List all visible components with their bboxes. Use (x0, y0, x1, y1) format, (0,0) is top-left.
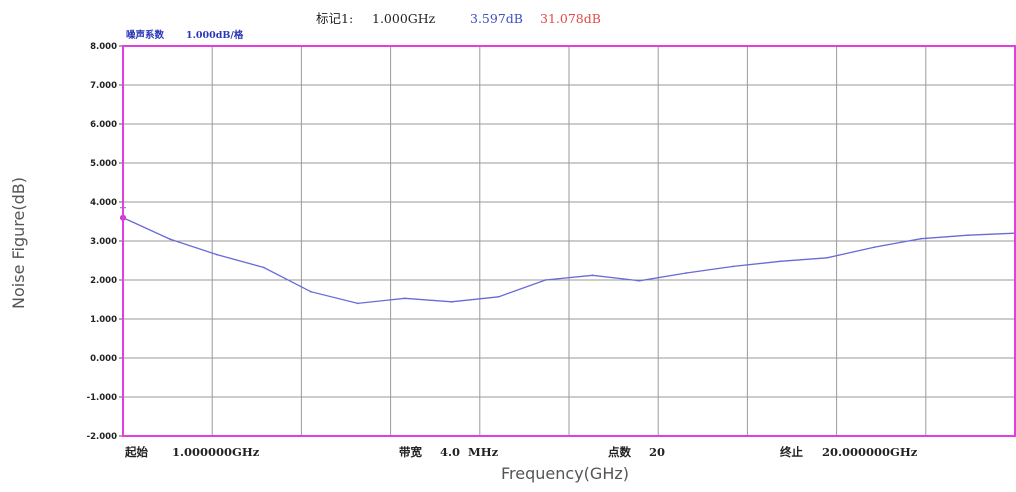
stop-value: 20.000000GHz (822, 445, 918, 459)
stop-label: 终止 (780, 445, 803, 459)
y-tick-label: 4.000 (90, 198, 117, 208)
y-tick-label: -1.000 (87, 393, 117, 403)
scale-label-value: 1.000dB/格 (186, 29, 244, 41)
trace-point (920, 238, 922, 240)
y-tick-label: 0.000 (90, 354, 117, 364)
trace-point (732, 265, 734, 267)
y-axis-title: Noise Figure(dB) (9, 177, 28, 309)
y-tick-label: 2.000 (90, 276, 117, 286)
points-label: 点数 (608, 445, 631, 459)
trace-point (967, 234, 969, 236)
trace-point (404, 297, 406, 299)
y-tick-label: 3.000 (90, 237, 117, 247)
trace-point (263, 267, 265, 269)
marker-gain: 31.078dB (540, 11, 601, 26)
trace-point (685, 272, 687, 274)
trace-point (592, 274, 594, 276)
y-tick-label: 1.000 (90, 315, 117, 325)
y-tick-label: 8.000 (90, 42, 117, 52)
trace-point (451, 301, 453, 303)
start-value: 1.000000GHz (172, 445, 260, 459)
trace-point (169, 238, 171, 240)
marker-noise-figure: 3.597dB (470, 11, 523, 26)
marker-label: 标记1: (316, 11, 353, 26)
y-tick-label: 5.000 (90, 159, 117, 169)
scale-label-name: 噪声系数 (126, 29, 165, 41)
bandwidth-value: 4.0 MHz (440, 445, 499, 459)
trace-point (639, 280, 641, 282)
trace-point (779, 260, 781, 262)
y-tick-label: 7.000 (90, 81, 117, 91)
trace-point (826, 257, 828, 259)
y-tick-label: -2.000 (87, 432, 117, 442)
trace-point (873, 246, 875, 248)
trace-point (310, 291, 312, 293)
trace-point (216, 254, 218, 256)
points-value: 20 (649, 445, 665, 459)
start-label: 起始 (124, 445, 148, 459)
y-tick-label: 6.000 (90, 120, 117, 130)
trace-point (545, 279, 547, 281)
y-tick-labels: 8.000 7.000 6.000 5.000 4.000 3.000 2.000 1.000… (87, 42, 123, 442)
bandwidth-label: 带宽 (399, 445, 422, 459)
trace-point (498, 296, 500, 298)
trace-point (357, 303, 359, 305)
marker-frequency: 1.000GHz (372, 11, 436, 26)
x-axis-title: Frequency(GHz) (501, 464, 629, 483)
